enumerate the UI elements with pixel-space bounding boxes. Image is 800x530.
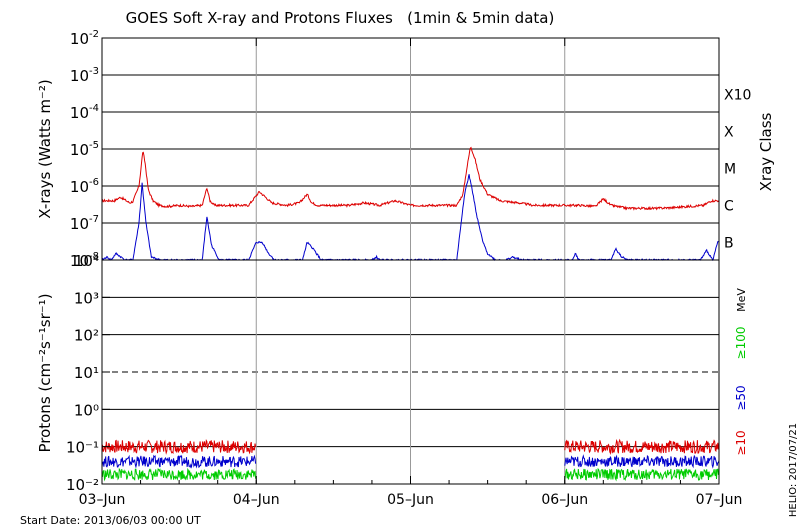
start-date-label: Start Date: 2013/06/03 00:00 UT bbox=[20, 514, 201, 527]
proton-y-tick-label: 10⁻¹ bbox=[66, 439, 99, 457]
xray-y-tick-label: 10-7 bbox=[70, 214, 99, 233]
proton-y-tick-label: 10⁻² bbox=[66, 476, 99, 494]
xray-class-label: M bbox=[724, 162, 736, 178]
proton-ge10-line bbox=[564, 438, 720, 455]
xray-y-tick-label: 10-6 bbox=[70, 177, 99, 196]
x-tick-label: 06–Jun bbox=[541, 492, 588, 508]
proton-ge50-line bbox=[564, 454, 720, 469]
proton-y-axis-label: Protons (cm⁻²s⁻¹sr⁻¹) bbox=[36, 293, 54, 452]
proton-panel: 10⁻² 10⁻¹ 10⁰ 10¹ 10² 10³ 10⁴ Protons (cm⁻²s⁻¹… bbox=[36, 252, 748, 494]
proton-legend-item: ≥100 bbox=[734, 327, 748, 360]
proton-y-tick-label: 10³ bbox=[74, 289, 99, 307]
proton-ge100-line bbox=[564, 467, 720, 482]
x-tick-label: 05–Jun bbox=[387, 492, 434, 508]
x-tick-label: 04–Jun bbox=[233, 492, 280, 508]
xray-class-label: B bbox=[724, 236, 734, 252]
chart-title: GOES Soft X-ray and Protons Fluxes (1min… bbox=[126, 9, 555, 27]
proton-ge50-line bbox=[101, 454, 257, 469]
helio-credit: HELIO: 2017/07/21 bbox=[788, 423, 799, 517]
xray-day-lines bbox=[255, 38, 566, 260]
proton-y-tick-label: 10¹ bbox=[74, 364, 99, 382]
x-tick-label: 07–Jun bbox=[696, 492, 743, 508]
proton-legend-item: ≥50 bbox=[734, 385, 748, 410]
proton-legend-item: ≥10 bbox=[734, 430, 748, 455]
xray-y-ticks: 10-8 10-7 10-6 10-5 10-4 10-3 10-2 bbox=[70, 29, 110, 270]
x-axis-ticks: 03–Jun 04–Jun 05–Jun 06–Jun 07–Jun bbox=[79, 38, 743, 508]
xray-y-axis-label: X-rays (Watts m⁻²) bbox=[36, 79, 54, 218]
proton-ge100-line bbox=[101, 467, 257, 482]
proton-y-tick-label: 10⁰ bbox=[74, 401, 99, 419]
proton-y-tick-label: 10⁴ bbox=[74, 252, 99, 270]
xray-class-axis-label: Xray Class bbox=[757, 112, 775, 191]
proton-legend: ≥10 ≥50 ≥100 bbox=[734, 327, 748, 456]
proton-unit-label: MeV bbox=[735, 288, 748, 312]
xray-panel: 10-8 10-7 10-6 10-5 10-4 10-3 10-2 B C M X X10 X-r… bbox=[36, 29, 775, 270]
x-tick-label: 03–Jun bbox=[79, 492, 126, 508]
proton-ge10-line bbox=[101, 439, 257, 455]
proton-y-ticks: 10⁻² 10⁻¹ 10⁰ 10¹ 10² 10³ 10⁴ bbox=[66, 252, 110, 494]
xray-y-tick-label: 10-3 bbox=[70, 66, 99, 85]
proton-series-layer bbox=[101, 438, 720, 482]
proton-y-tick-label: 10² bbox=[74, 327, 99, 345]
xray-y-tick-label: 10-5 bbox=[70, 140, 99, 159]
xray-class-labels: B C M X X10 bbox=[724, 88, 751, 252]
xray-y-tick-label: 10-2 bbox=[70, 29, 99, 48]
xray-class-label: C bbox=[724, 199, 734, 215]
xray-class-label: X10 bbox=[724, 88, 751, 104]
xray-class-label: X bbox=[724, 125, 734, 141]
xray-y-tick-label: 10-8 bbox=[70, 251, 99, 270]
xray-y-tick-label: 10-4 bbox=[70, 103, 99, 122]
xray-long-channel-line bbox=[101, 146, 720, 211]
